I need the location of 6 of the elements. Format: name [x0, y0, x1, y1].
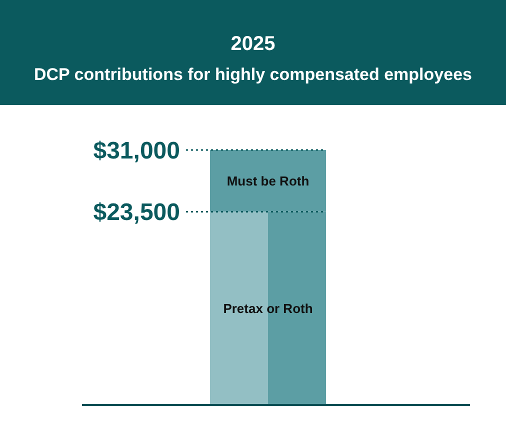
chart-subtitle: DCP contributions for highly compensated employees	[34, 65, 472, 84]
annotation: Must be Roth	[226, 173, 310, 188]
y-tick-label: $31,000	[93, 137, 180, 164]
chart-title: 2025	[230, 33, 276, 55]
annotation: Pretax or Roth	[223, 300, 313, 316]
y-tick-label: $23,500	[93, 199, 180, 226]
